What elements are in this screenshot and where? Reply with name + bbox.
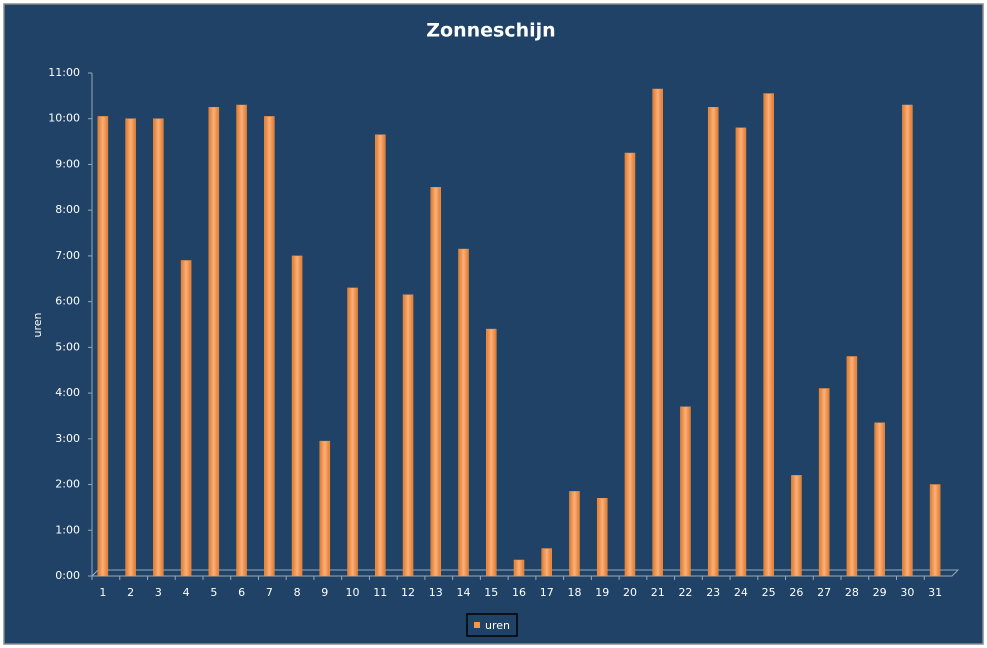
x-tick-label: 31 <box>928 586 942 599</box>
y-tick-label: 0:00 <box>55 569 80 582</box>
x-tick-label: 17 <box>540 586 554 599</box>
x-tick-label: 18 <box>567 586 581 599</box>
y-tick-label: 4:00 <box>55 386 80 399</box>
bar <box>97 116 109 577</box>
x-tick-label: 8 <box>294 586 301 599</box>
y-tick-label: 7:00 <box>55 249 80 262</box>
y-axis-label: uren <box>31 312 44 337</box>
x-tick-label: 27 <box>817 586 831 599</box>
legend-box <box>466 613 518 637</box>
x-tick-label: 28 <box>845 586 859 599</box>
bar <box>319 440 331 577</box>
bar <box>929 484 941 577</box>
bar <box>375 134 386 577</box>
x-tick-label: 7 <box>266 586 273 599</box>
x-tick-label: 11 <box>373 586 387 599</box>
y-tick-label: 11:00 <box>48 66 80 79</box>
bar <box>707 107 719 577</box>
x-tick-label: 15 <box>484 586 498 599</box>
x-tick-label: 26 <box>789 586 803 599</box>
bar <box>208 107 220 577</box>
y-tick-label: 6:00 <box>55 295 80 308</box>
legend-label: uren <box>485 619 510 632</box>
x-tick-label: 22 <box>678 586 692 599</box>
x-tick-label: 4 <box>183 586 190 599</box>
x-tick-label: 9 <box>321 586 328 599</box>
bar <box>513 559 525 577</box>
x-tick-label: 14 <box>457 586 471 599</box>
bar <box>347 287 358 577</box>
x-tick-label: 21 <box>651 586 665 599</box>
x-tick-label: 25 <box>762 586 776 599</box>
bar <box>402 294 414 577</box>
bar <box>763 93 774 577</box>
x-tick-label: 29 <box>873 586 887 599</box>
bar <box>486 328 497 577</box>
x-tick-label: 2 <box>127 586 134 599</box>
bar <box>624 152 636 577</box>
chart-title: Zonneschijn <box>426 20 555 42</box>
bar <box>236 104 247 577</box>
x-tick-label: 19 <box>595 586 609 599</box>
y-tick-label: 10:00 <box>48 112 80 125</box>
bar <box>430 187 442 577</box>
x-tick-label: 6 <box>238 586 245 599</box>
x-tick-label: 5 <box>210 586 217 599</box>
x-tick-label: 1 <box>99 586 106 599</box>
x-tick-label: 20 <box>623 586 637 599</box>
y-tick-label: 9:00 <box>55 157 80 170</box>
y-tick-label: 1:00 <box>55 523 80 536</box>
bar <box>541 548 552 577</box>
bar <box>291 255 303 577</box>
bar <box>791 475 802 577</box>
y-tick-label: 5:00 <box>55 340 80 353</box>
x-tick-label: 3 <box>155 586 162 599</box>
x-tick-label: 24 <box>734 586 748 599</box>
floor <box>90 569 960 577</box>
bar <box>680 406 691 577</box>
x-tick-label: 23 <box>706 586 720 599</box>
x-tick-label: 16 <box>512 586 526 599</box>
y-tick-label: 8:00 <box>55 203 80 216</box>
bar <box>735 127 747 577</box>
bar <box>264 116 275 577</box>
bar <box>652 88 663 577</box>
y-tick-label: 2:00 <box>55 478 80 491</box>
bar <box>125 118 136 577</box>
x-tick-label: 13 <box>429 586 443 599</box>
bar <box>153 118 164 577</box>
x-tick-label: 10 <box>346 586 360 599</box>
x-tick-label: 12 <box>401 586 415 599</box>
bar <box>458 248 469 577</box>
bar <box>569 491 580 577</box>
y-tick-label: 3:00 <box>55 432 80 445</box>
bar <box>874 422 885 577</box>
legend-swatch <box>474 622 480 628</box>
x-tick-label: 30 <box>900 586 914 599</box>
bar <box>846 356 858 577</box>
bar <box>902 104 913 577</box>
bar <box>596 498 608 577</box>
bar <box>180 260 192 577</box>
bar <box>818 388 830 577</box>
